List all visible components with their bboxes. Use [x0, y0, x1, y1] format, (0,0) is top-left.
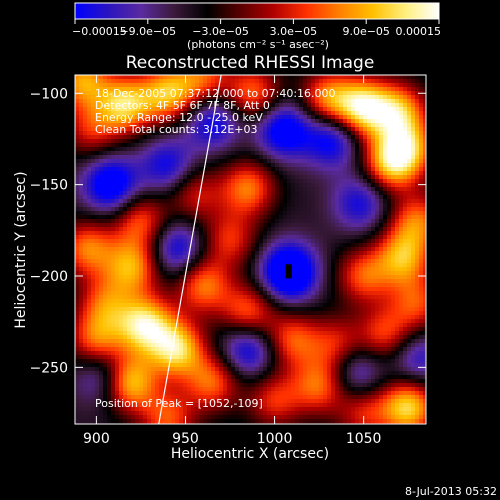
- chart-title: Reconstructed RHESSI Image: [126, 53, 375, 73]
- heatmap-image: [75, 75, 426, 424]
- minimum-marker: [285, 264, 292, 279]
- y-axis-label: Heliocentric Y (arcsec): [13, 171, 29, 328]
- solar-limb-line: [158, 75, 222, 424]
- colorbar-tick-label: −9.0e−05: [119, 25, 176, 38]
- x-tick-label: 900: [83, 431, 110, 447]
- footer-timestamp: 8-Jul-2013 05:32: [405, 485, 497, 498]
- colorbar-tick-label: 3.0e−05: [270, 25, 317, 38]
- colorbar-tick-label: −0.00015: [72, 25, 127, 38]
- colorbar: [74, 2, 440, 20]
- x-tick-label: 1050: [346, 431, 382, 447]
- y-tick-label: −150: [30, 178, 68, 194]
- colorbar-tick-label: 9.0e−05: [342, 25, 389, 38]
- colorbar-ticks: −0.00015−9.0e−05 −3.0e−05 3.0e−05 9.0e−05 0.…: [72, 19, 441, 38]
- y-axis-ticks: −100 −150 −200 −250: [30, 86, 426, 376]
- plot-frame: [74, 74, 427, 425]
- x-tick-label: 950: [172, 431, 199, 447]
- annotation-block: 18-Dec-2005 07:37:12.000 to 07:40:16.000…: [95, 87, 336, 136]
- annotation-energy-range: Energy Range: 12.0 - 25.0 keV: [95, 111, 263, 124]
- colorbar-tick-label: 0.00015: [396, 25, 442, 38]
- x-axis-ticks: 900 950 1000 1050: [83, 75, 381, 447]
- annotation-time-range: 18-Dec-2005 07:37:12.000 to 07:40:16.000: [95, 87, 336, 100]
- annotation-detectors: Detectors: 4F 5F 6F 7F 8F, Att 0: [95, 99, 270, 112]
- colorbar-tick-label: −3.0e−05: [192, 25, 249, 38]
- x-tick-label: 1000: [257, 431, 293, 447]
- x-axis-label: Heliocentric X (arcsec): [171, 446, 329, 462]
- y-tick-label: −200: [30, 269, 68, 285]
- colorbar-unit-label: (photons cm⁻² s⁻¹ asec⁻²): [187, 38, 329, 51]
- y-tick-label: −250: [30, 360, 68, 376]
- annotation-total-counts: Clean Total counts: 3.12E+03: [95, 123, 258, 136]
- y-tick-label: −100: [30, 86, 68, 102]
- peak-position-label: Position of Peak = [1052,-109]: [95, 397, 263, 410]
